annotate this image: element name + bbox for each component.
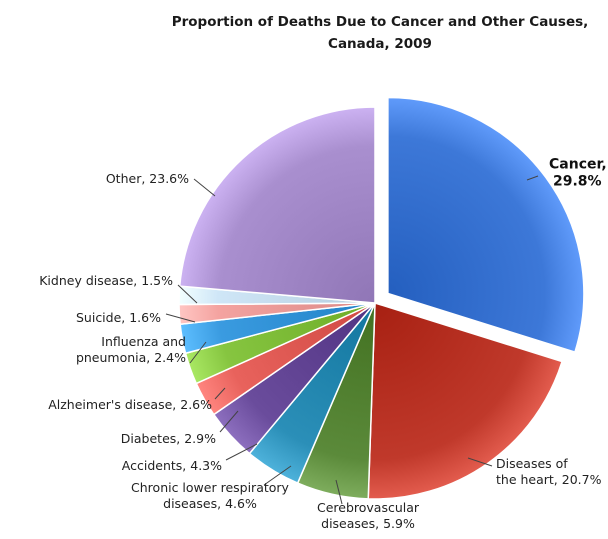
leader-line-diabetes-2-9 [219, 410, 239, 433]
slice-cancer [387, 96, 585, 354]
slice-label-chronic-lower-respiratory: Chronic lower respiratory diseases, 4.6% [131, 480, 290, 511]
leader-line-influenza-and [189, 341, 207, 364]
slice-label-suicide-1-6: Suicide, 1.6% [76, 310, 161, 325]
slice-label-diseases-of: Diseases of the heart, 20.7% [496, 456, 602, 487]
leader-line-cerebrovascular [335, 479, 343, 505]
pie-slices [178, 96, 585, 500]
slice-label-diabetes-2-9: Diabetes, 2.9% [121, 431, 216, 446]
slice-label-influenza-and: Influenza and pneumonia, 2.4% [76, 334, 186, 365]
chart-title: Proportion of Deaths Due to Cancer and O… [172, 14, 589, 52]
chart-title-line-2: Canada, 2009 [328, 36, 432, 52]
slice-label-alzheimer-s-disease-2-6: Alzheimer's disease, 2.6% [48, 397, 212, 412]
slice-label-kidney-disease-1-5: Kidney disease, 1.5% [39, 273, 173, 288]
leader-line-accidents-4-3 [225, 443, 258, 461]
chart-title-line-1: Proportion of Deaths Due to Cancer and O… [172, 14, 589, 30]
slice-other-23-6 [178, 106, 376, 304]
slice-label-accidents-4-3: Accidents, 4.3% [122, 458, 222, 473]
slice-label-cancer: Cancer, 29.8% [549, 157, 607, 190]
slice-label-other-23-6: Other, 23.6% [106, 171, 189, 186]
slice-labels: Cancer, 29.8% Diseases of the heart, 20.7% C… [39, 157, 606, 532]
slice-label-cerebrovascular: Cerebrovascular diseases, 5.9% [317, 500, 420, 531]
leader-line-other-23-6 [193, 178, 216, 197]
leader-line-alzheimer-s-disease-2-6 [214, 387, 226, 400]
slice-diseases-of [367, 301, 563, 500]
leader-line-chronic-lower-respiratory [263, 465, 292, 486]
leader-line-suicide-1-6 [165, 313, 196, 323]
label-leader-lines [165, 175, 539, 505]
leader-line-kidney-disease-1-5 [177, 284, 198, 304]
leader-line-diseases-of [467, 457, 493, 467]
leader-line-cancer [526, 175, 539, 181]
